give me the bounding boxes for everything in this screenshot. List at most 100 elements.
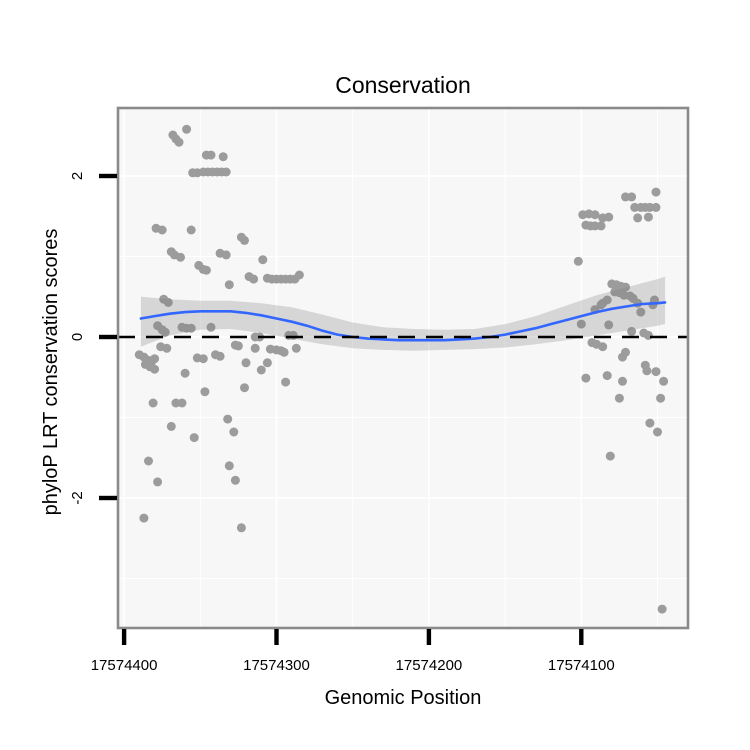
scatter-point [215, 351, 225, 361]
scatter-point [621, 282, 630, 292]
scatter-point [148, 398, 158, 408]
scatter-point [279, 347, 289, 357]
scatter-point [180, 368, 190, 378]
x-tick [426, 629, 432, 645]
scatter-point [642, 366, 652, 376]
scatter-point [218, 152, 228, 162]
scatter-point [174, 137, 184, 147]
y-axis-title: phyloP LRT conservation scores [40, 229, 62, 516]
scatter-point [645, 418, 655, 428]
x-tick-label: 17574400 [91, 657, 158, 674]
scatter-point [150, 354, 160, 364]
scatter-point [229, 427, 239, 437]
scatter-point [659, 376, 669, 386]
smooth-line [139, 301, 667, 342]
scatter-point [182, 124, 192, 134]
x-axis-title: Genomic Position [325, 687, 482, 709]
scatter-point [651, 187, 661, 197]
x-tick [579, 629, 584, 645]
scatter-point [224, 280, 234, 290]
x-tick-label: 17574100 [548, 657, 615, 674]
scatter-point [241, 358, 251, 368]
y-tick-label: 2 [69, 172, 86, 180]
scatter-point [139, 513, 149, 523]
scatter-point [230, 475, 240, 485]
scatter-point [233, 341, 243, 351]
scatter-point [163, 297, 173, 307]
scatter-point [262, 358, 272, 368]
scatter-point [186, 225, 196, 235]
scatter-point [198, 354, 208, 364]
scatter-point [240, 383, 249, 393]
scatter-point [206, 150, 216, 160]
panel-background [118, 108, 688, 628]
scatter-point [258, 255, 268, 265]
scatter-point [653, 427, 662, 437]
scatter-point [614, 393, 624, 403]
scatter-point [291, 343, 301, 353]
scatter-point [576, 319, 586, 329]
scatter-point [250, 343, 260, 353]
scatter-point [236, 523, 246, 533]
confidence-ribbon [140, 276, 666, 351]
scatter-point [605, 451, 615, 461]
y-tick [99, 334, 117, 340]
scatter-point [200, 387, 210, 397]
scatter-point [160, 327, 170, 337]
scatter-point [186, 323, 196, 333]
scatter-point [150, 364, 160, 374]
scatter-point [573, 256, 583, 266]
scatter-point [176, 252, 185, 262]
x-tick [121, 629, 127, 645]
x-tick-label: 17574200 [396, 657, 463, 674]
scatter-point [162, 343, 172, 353]
scatter-point [153, 477, 163, 487]
scatter-point [651, 367, 661, 377]
scatter-point [627, 326, 637, 336]
scatter-points [134, 124, 669, 614]
y-tick [99, 173, 117, 179]
smooth-fit [139, 276, 667, 351]
scatter-point [657, 604, 667, 614]
scatter-point [618, 352, 627, 362]
scatter-point [223, 414, 233, 424]
scatter-point [189, 433, 199, 443]
scatter-point [221, 167, 231, 177]
panel-border-rect [116, 106, 690, 630]
axis-ticks [99, 173, 584, 645]
scatter-point [596, 300, 606, 310]
scatter-point [604, 320, 614, 330]
scatter-point [281, 377, 291, 387]
scatter-point [643, 330, 653, 340]
scatter-point [144, 456, 153, 466]
scatter-point [256, 365, 266, 375]
axis-tick-labels: 17574400 17574300 17574200 17574100 2 0 -2 [69, 172, 615, 674]
scatter-point [604, 212, 614, 222]
scatter-point [177, 398, 187, 408]
scatter-point [643, 212, 653, 222]
scatter-point [201, 265, 211, 275]
x-tick-label: 17574300 [243, 657, 310, 674]
plot-panel [118, 108, 688, 628]
scatter-point [602, 371, 612, 381]
scatter-point [633, 213, 643, 223]
scatter-point [166, 421, 176, 431]
x-tick [274, 629, 279, 645]
scatter-point [618, 376, 627, 386]
scatter-point [656, 393, 666, 403]
y-tick-label: -2 [69, 491, 86, 504]
scatter-point [598, 342, 608, 352]
y-tick-label: 0 [69, 333, 86, 341]
scatter-point [157, 225, 167, 235]
scatter-point [627, 192, 637, 202]
scatter-point [224, 461, 234, 471]
scatter-point [651, 202, 661, 212]
scatter-point [240, 235, 249, 245]
chart-title: Conservation [335, 72, 471, 98]
scatter-point [294, 270, 304, 280]
y-tick [99, 495, 117, 501]
scatter-point [636, 307, 646, 317]
scatter-point [221, 250, 231, 260]
